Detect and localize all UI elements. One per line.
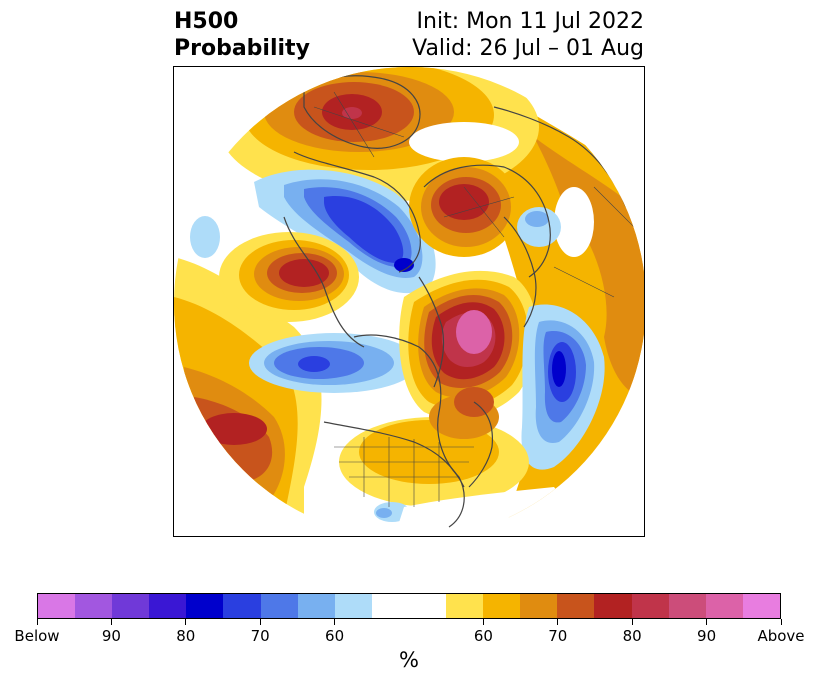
colorbar-swatch <box>446 594 484 618</box>
colorbar-tick <box>259 619 261 625</box>
colorbar-swatch <box>742 594 780 618</box>
warm-anomaly-north-crimson <box>342 107 362 119</box>
colorbar-swatch <box>631 594 669 618</box>
colorbar-swatch <box>112 594 150 618</box>
colorbar-swatch <box>408 594 447 618</box>
colorbar-swatch <box>557 594 595 618</box>
colorbar-tick-label: 60 <box>473 627 493 645</box>
map-title: H500 Probability <box>174 8 310 62</box>
title-variable: H500 <box>174 9 239 34</box>
colorbar-tick <box>36 619 38 625</box>
colorbar <box>37 593 781 619</box>
cold-anomaly-arctic-royal <box>324 196 404 263</box>
cold-anomaly-pacific-small <box>190 216 220 258</box>
colorbar-tick-label: 90 <box>101 627 121 645</box>
map-panel <box>173 66 645 537</box>
cold-anomaly-atlantic-navy <box>552 351 566 387</box>
colorbar-swatch <box>483 594 521 618</box>
colorbar-tick <box>185 619 187 625</box>
colorbar-swatch <box>705 594 743 618</box>
colorbar-swatch <box>297 594 335 618</box>
warm-anomaly-canada-pink <box>456 310 492 354</box>
colorbar-swatch <box>594 594 632 618</box>
warm-band-east-orange <box>534 137 644 397</box>
colorbar-swatch <box>668 594 706 618</box>
cold-anomaly-central-royal <box>298 356 330 372</box>
colorbar-tick <box>706 619 708 625</box>
valid-range: Valid: 26 Jul – 01 Aug <box>412 36 644 61</box>
colorbar-swatch <box>149 594 187 618</box>
colorbar-tick-label: 80 <box>622 627 642 645</box>
colorbar-swatch <box>38 594 76 618</box>
colorbar-tick-label: 70 <box>548 627 568 645</box>
colorbar-tick-label: 70 <box>250 627 270 645</box>
warm-anomaly-west-red <box>279 259 329 287</box>
colorbar-tick <box>482 619 484 625</box>
warm-anomaly-pacific-red <box>201 413 267 445</box>
init-date: Init: Mon 11 Jul 2022 <box>416 9 644 34</box>
colorbar-tick-label: Above <box>757 627 805 645</box>
colorbar-tick <box>110 619 112 625</box>
title-type: Probability <box>174 36 310 61</box>
colorbar-swatch <box>260 594 298 618</box>
colorbar-swatch <box>186 594 224 618</box>
neutral-area-arctic <box>409 122 519 162</box>
colorbar-tick <box>631 619 633 625</box>
colorbar-tick <box>780 619 782 625</box>
colorbar-tick-label: 60 <box>325 627 345 645</box>
colorbar-tick <box>334 619 336 625</box>
neutral-area-east <box>554 187 594 257</box>
warm-anomaly-europe-red <box>439 184 489 220</box>
cold-anomaly-east-sky <box>525 211 549 227</box>
map-dates: Init: Mon 11 Jul 2022 Valid: 26 Jul – 01… <box>412 8 644 62</box>
colorbar-swatch <box>75 594 113 618</box>
colorbar-swatch <box>334 594 372 618</box>
colorbar-tick <box>557 619 559 625</box>
colorbar-tick-label: 80 <box>176 627 196 645</box>
colorbar-tick-label: Below <box>14 627 60 645</box>
colorbar-swatch <box>223 594 261 618</box>
probability-map <box>174 67 644 536</box>
colorbar-swatch <box>371 594 409 618</box>
colorbar-unit: % <box>399 648 419 672</box>
cold-anomaly-arctic-navy <box>394 258 414 272</box>
cold-anomaly-south-small-inner <box>376 508 392 518</box>
colorbar-tick-label: 90 <box>697 627 717 645</box>
coastlines <box>283 75 627 528</box>
colorbar-swatch <box>520 594 558 618</box>
map-disk <box>174 67 644 536</box>
